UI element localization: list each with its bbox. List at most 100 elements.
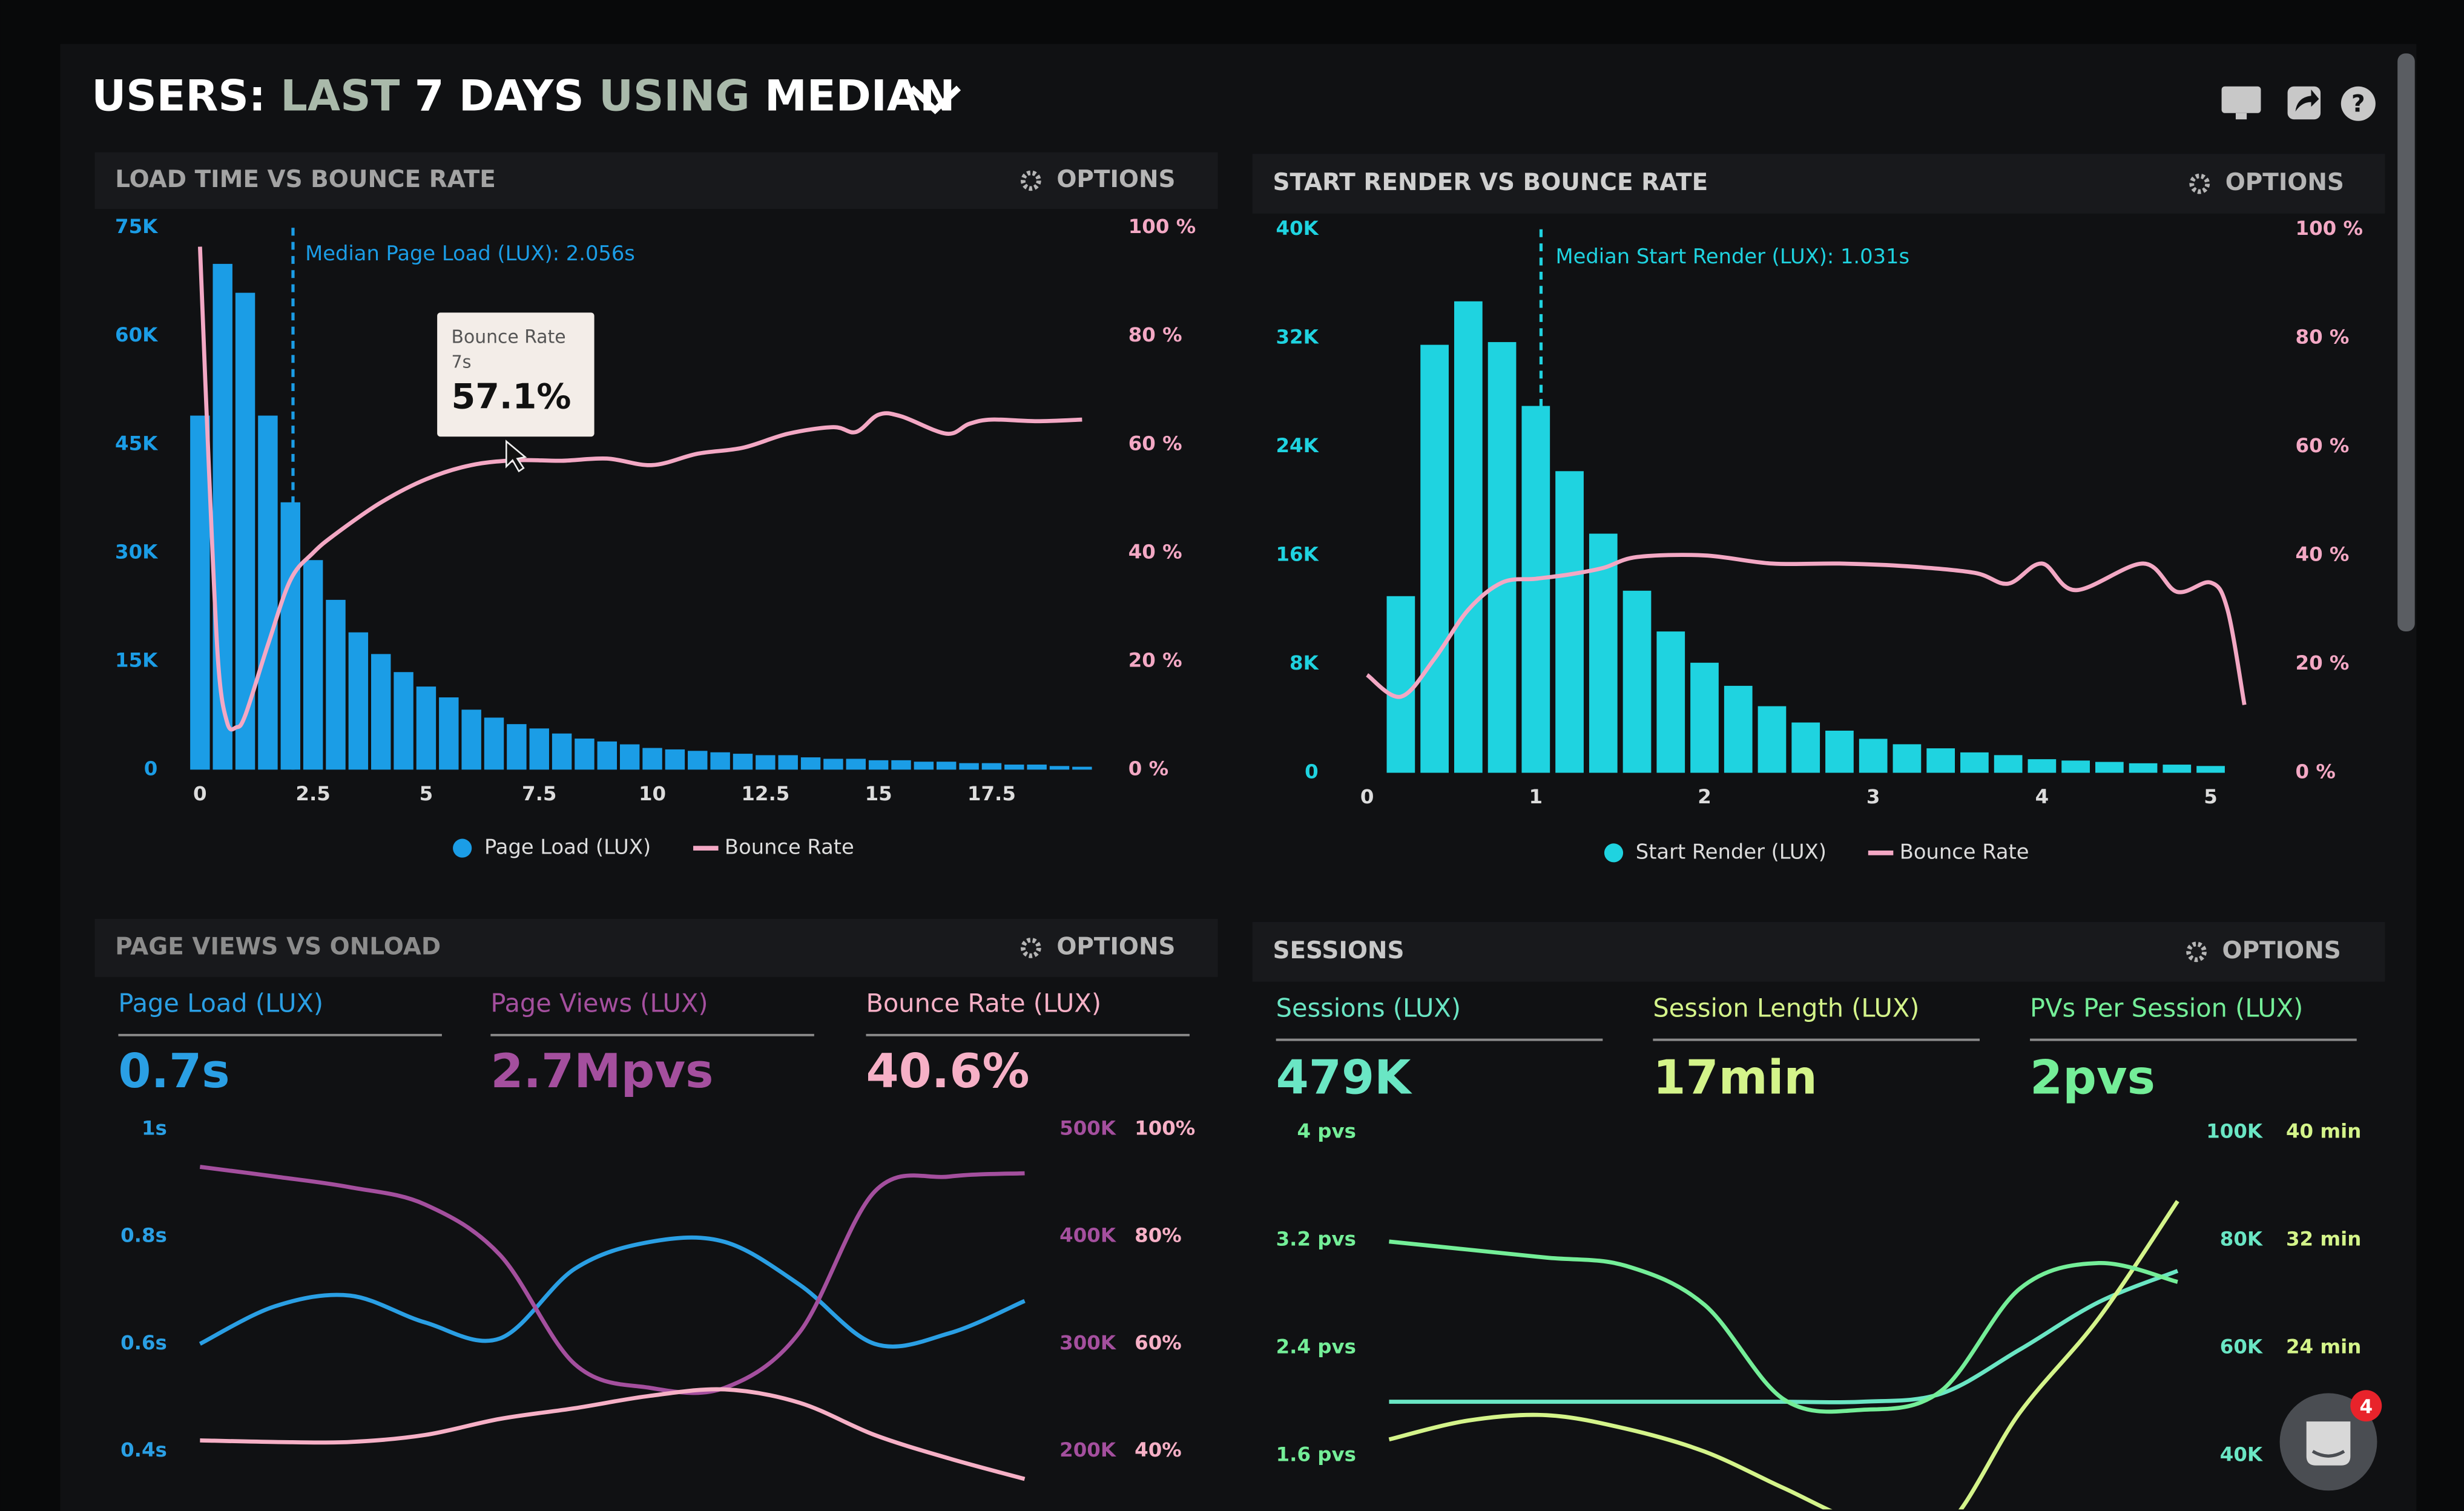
- title-part: LAST: [280, 71, 400, 120]
- bar: [1555, 471, 1584, 773]
- chat-button[interactable]: 4: [2279, 1390, 2382, 1491]
- legend-label[interactable]: Bounce Rate: [1900, 840, 2029, 863]
- bar: [371, 654, 391, 770]
- title-part: USERS:: [91, 71, 266, 120]
- y-tick-label: 2.4 pvs: [1276, 1335, 1356, 1358]
- bar: [2196, 766, 2225, 773]
- tooltip-x: 7s: [451, 352, 471, 372]
- legend-label[interactable]: Bounce Rate: [725, 835, 854, 859]
- title-part: MEDIAN: [765, 71, 955, 120]
- options-button[interactable]: OPTIONS: [1056, 933, 1175, 960]
- y-tick-label: 16K: [1276, 542, 1319, 565]
- bar: [416, 686, 436, 770]
- stat-label: Sessions (LUX): [1276, 993, 1461, 1022]
- line: [1389, 1269, 2179, 1404]
- y-tick-label: 3.2 pvs: [1276, 1228, 1356, 1251]
- bar: [2163, 765, 2192, 773]
- y2-tick-label: 40 %: [1128, 540, 1182, 563]
- y3-tick-label: 32 min: [2286, 1228, 2361, 1251]
- options-button[interactable]: OPTIONS: [2222, 937, 2341, 964]
- dashboard-title[interactable]: USERS: LAST 7 DAYS USING MEDIAN: [91, 71, 955, 120]
- bar: [575, 739, 595, 770]
- bar: [326, 599, 346, 770]
- y-tick-label: 4 pvs: [1297, 1120, 1356, 1143]
- options-gear: [1021, 170, 1041, 191]
- bar: [1757, 706, 1787, 773]
- chart-panel: START RENDER VS BOUNCE RATE OPTIONS 0 8K 16K…: [1252, 154, 2385, 863]
- bar: [868, 760, 889, 770]
- y2-tick-label: 40 %: [2296, 542, 2350, 565]
- monitor-icon[interactable]: [2221, 86, 2261, 120]
- dashboard-area: [60, 44, 2417, 1511]
- bar: [1791, 722, 1820, 773]
- stat-value: 479K: [1276, 1051, 1412, 1105]
- help-icon[interactable]: ?: [2340, 86, 2376, 121]
- bar: [733, 754, 753, 770]
- bar: [1622, 590, 1652, 773]
- x-tick-label: 3: [1866, 785, 1880, 808]
- y3-tick-label: 24 min: [2286, 1335, 2361, 1358]
- panel-title: START RENDER VS BOUNCE RATE: [1273, 169, 1708, 196]
- y2-tick-label: 100 %: [1128, 215, 1196, 238]
- stat-label: Session Length (LUX): [1653, 993, 1919, 1022]
- legend-label[interactable]: Start Render (LUX): [1636, 840, 1827, 863]
- panel-header: [94, 918, 1218, 977]
- bar: [1825, 730, 1854, 773]
- y-tick-label: 30K: [115, 540, 159, 563]
- legend-label[interactable]: Page Load (LUX): [484, 835, 651, 859]
- y-tick-label: 1.6 pvs: [1276, 1443, 1356, 1466]
- badge-count: 4: [2359, 1396, 2373, 1418]
- y2-tick-label: 40K: [2220, 1443, 2264, 1466]
- chart-panel: LOAD TIME VS BOUNCE RATE OPTIONS 0 15K 30K 45…: [94, 152, 1218, 859]
- panel-header: [94, 152, 1218, 209]
- share-icon[interactable]: [2287, 86, 2321, 120]
- y2-tick-label: 60 %: [1128, 432, 1182, 455]
- legend-marker: [1604, 843, 1624, 863]
- bar: [1521, 406, 1550, 773]
- bar: [2028, 759, 2057, 773]
- bar: [2129, 763, 2158, 773]
- bar: [597, 741, 618, 770]
- bar: [1960, 752, 1989, 773]
- y3-tick-label: 80%: [1135, 1224, 1182, 1247]
- bar: [800, 757, 821, 770]
- stat-label: Page Load (LUX): [118, 989, 323, 1018]
- options-gear: [2189, 173, 2210, 194]
- y2-tick-label: 20 %: [2296, 651, 2350, 674]
- x-tick-label: 17.5: [967, 782, 1016, 805]
- bar: [914, 762, 934, 770]
- y2-tick-label: 100K: [2206, 1120, 2264, 1143]
- bar: [303, 560, 323, 770]
- bar: [461, 709, 481, 770]
- bar: [1994, 755, 2023, 773]
- y2-tick-label: 80 %: [2296, 325, 2350, 348]
- bar: [394, 672, 413, 770]
- bar: [212, 263, 232, 770]
- cursor: [505, 439, 527, 473]
- scrollbar[interactable]: [2397, 53, 2415, 632]
- bar: [484, 717, 504, 770]
- line: [1389, 1239, 2178, 1414]
- line: [200, 1387, 1026, 1481]
- x-tick-label: 2: [1698, 785, 1711, 808]
- options-button[interactable]: OPTIONS: [2225, 169, 2344, 196]
- bar: [280, 502, 301, 770]
- bar: [1454, 301, 1483, 773]
- dropdown-chevron[interactable]: [909, 85, 961, 114]
- y-tick-label: 24K: [1276, 434, 1319, 457]
- bar: [1004, 764, 1024, 770]
- bar: [348, 632, 369, 770]
- bar: [823, 759, 843, 770]
- y2-tick-label: 0 %: [2296, 760, 2336, 783]
- x-tick-label: 12.5: [741, 782, 789, 805]
- bar: [688, 751, 708, 770]
- legend-marker: [453, 838, 472, 858]
- bar: [1690, 662, 1719, 773]
- options-button[interactable]: OPTIONS: [1056, 166, 1175, 193]
- bar: [1892, 744, 1922, 773]
- options-gear: [1021, 937, 1041, 958]
- y-tick-label: 45K: [115, 432, 159, 455]
- bar: [642, 748, 662, 770]
- bar: [2061, 760, 2090, 773]
